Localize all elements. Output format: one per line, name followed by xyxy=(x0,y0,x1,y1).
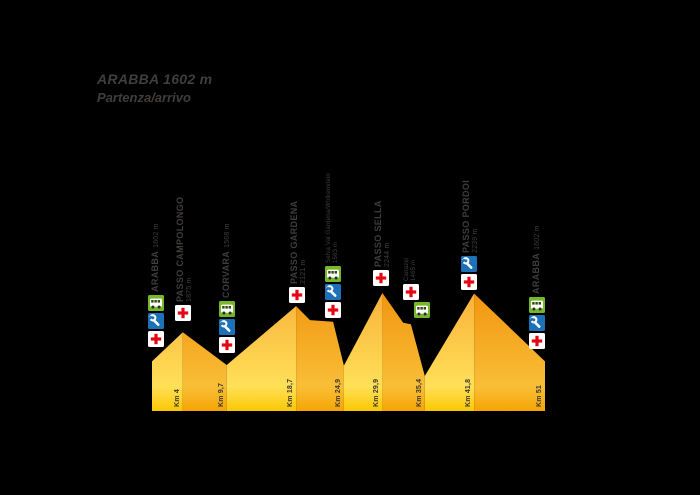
station-elevation: 1875 m xyxy=(186,277,193,302)
station-label: Selva Val Gardena/Wolkenstein 1563 m xyxy=(326,173,340,263)
station-elevation: 1465 m xyxy=(411,259,417,281)
profile-segment xyxy=(152,332,183,411)
first-aid-cross-icon xyxy=(175,305,191,321)
station-name: Selva Val Gardena/Wolkenstein xyxy=(326,173,332,263)
station-label: ARABBA 1602 m xyxy=(149,223,161,292)
station-name: CORVARA xyxy=(221,250,231,298)
service-wrench-icon xyxy=(325,284,341,300)
first-aid-cross-icon xyxy=(219,337,235,353)
station-name: ARABBA xyxy=(531,252,541,294)
first-aid-cross-icon xyxy=(529,333,545,349)
first-aid-cross-icon xyxy=(289,287,305,303)
first-aid-cross-icon xyxy=(403,284,419,300)
profile-segment xyxy=(474,293,545,411)
bus-icon xyxy=(219,301,235,317)
profile-segment xyxy=(296,306,344,411)
station-name: PASSO CAMPOLONGO xyxy=(175,196,185,302)
station-label: Canazei 1465 m xyxy=(404,258,418,281)
station-label: PASSO GARDENA 2121 m xyxy=(289,200,308,284)
station-icons xyxy=(325,266,341,318)
station-name: PASSO SELLA xyxy=(373,200,383,267)
station-label: PASSO PORDOI 2239 m xyxy=(461,179,480,253)
station-elevation: 2239 m xyxy=(472,228,479,253)
first-aid-cross-icon xyxy=(325,302,341,318)
profile-segment xyxy=(182,332,227,411)
station-icons xyxy=(289,287,305,303)
station-name: PASSO GARDENA xyxy=(289,200,299,284)
km-marker: Km 29,9 xyxy=(373,378,381,407)
station-label: PASSO CAMPOLONGO 1875 m xyxy=(175,196,194,302)
service-wrench-icon xyxy=(529,315,545,331)
service-wrench-icon xyxy=(219,319,235,335)
bus-icon xyxy=(148,295,164,311)
km-marker: Km 35,4 xyxy=(415,378,423,407)
first-aid-cross-icon xyxy=(461,274,477,290)
profile-segment xyxy=(343,293,383,411)
station-elevation: 1602 m xyxy=(153,223,160,248)
km-marker: Km 24,9 xyxy=(334,378,342,407)
station-name: Canazei xyxy=(404,257,410,281)
start-location-title: ARABBA 1602 m xyxy=(97,71,213,87)
station-label: PASSO SELLA 2244 m xyxy=(373,200,392,267)
station-icons xyxy=(461,256,477,290)
station-elevation: 2121 m xyxy=(300,259,307,284)
station-icons xyxy=(529,297,545,349)
km-marker: Km 41,8 xyxy=(465,378,473,407)
station-label: ARABBA 1602 m xyxy=(530,225,542,294)
bus-icon xyxy=(529,297,545,313)
station-label: CORVARA 1568 m xyxy=(220,223,232,298)
service-wrench-icon xyxy=(148,313,164,329)
profile-segment xyxy=(226,306,297,411)
station-icons xyxy=(148,295,164,347)
station-icons xyxy=(219,301,235,353)
station-elevation: 1568 m xyxy=(224,223,231,248)
first-aid-cross-icon xyxy=(373,270,389,286)
bus-icon xyxy=(414,302,430,318)
station-icons xyxy=(373,270,389,286)
station-elevation: 2244 m xyxy=(384,242,391,267)
first-aid-cross-icon xyxy=(148,331,164,347)
start-finish-subtitle: Partenza/arrivo xyxy=(97,89,191,105)
station-name: ARABBA xyxy=(150,250,160,292)
km-marker: Km 18,7 xyxy=(287,378,295,407)
station-elevation: 1563 m xyxy=(333,241,339,263)
bus-icon xyxy=(325,266,341,282)
km-marker: Km 4 xyxy=(173,389,181,407)
station-icons xyxy=(403,284,430,318)
profile-segment xyxy=(424,293,475,411)
km-marker: Km 9,7 xyxy=(217,382,225,407)
km-marker: Km 51 xyxy=(536,384,543,407)
station-name: PASSO PORDOI xyxy=(461,179,471,253)
service-wrench-icon xyxy=(461,256,477,272)
profile-segment xyxy=(382,293,425,411)
page-title: ARABBA 1602 m Partenza/arrivo xyxy=(97,70,212,106)
station-elevation: 1602 m xyxy=(534,225,541,250)
station-icons xyxy=(175,305,191,321)
